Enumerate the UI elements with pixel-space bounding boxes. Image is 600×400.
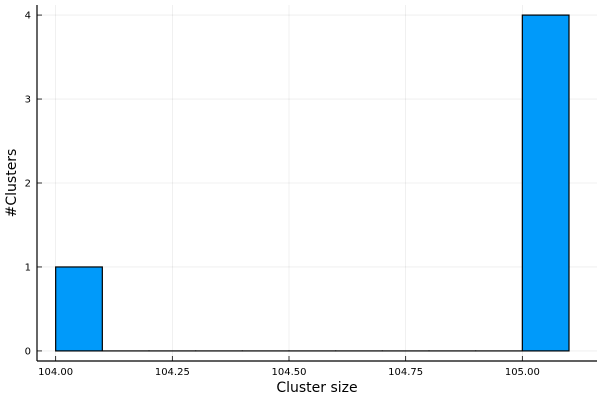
x-tick-label: 105.00	[505, 367, 540, 378]
histogram-bar	[521, 14, 570, 352]
y-tick-label: 1	[25, 262, 31, 273]
y-tick-label: 3	[25, 95, 31, 106]
y-axis-title: #Clusters	[4, 149, 20, 218]
y-tick-label: 2	[25, 179, 31, 190]
x-tick-label: 104.75	[388, 367, 423, 378]
bars	[55, 14, 570, 352]
y-tick-label: 4	[25, 11, 31, 22]
y-ticks: 0 1 2 3 4	[25, 11, 42, 357]
x-tick-label: 104.25	[155, 367, 190, 378]
grid	[37, 5, 597, 361]
x-axis-title: Cluster size	[276, 380, 357, 396]
x-tick-label: 104.50	[272, 367, 307, 378]
x-ticks: 104.00 104.25 104.50 104.75 105.00	[38, 356, 540, 378]
x-tick-label: 104.00	[38, 367, 73, 378]
histogram-bar	[55, 266, 103, 352]
y-tick-label: 0	[25, 346, 31, 357]
